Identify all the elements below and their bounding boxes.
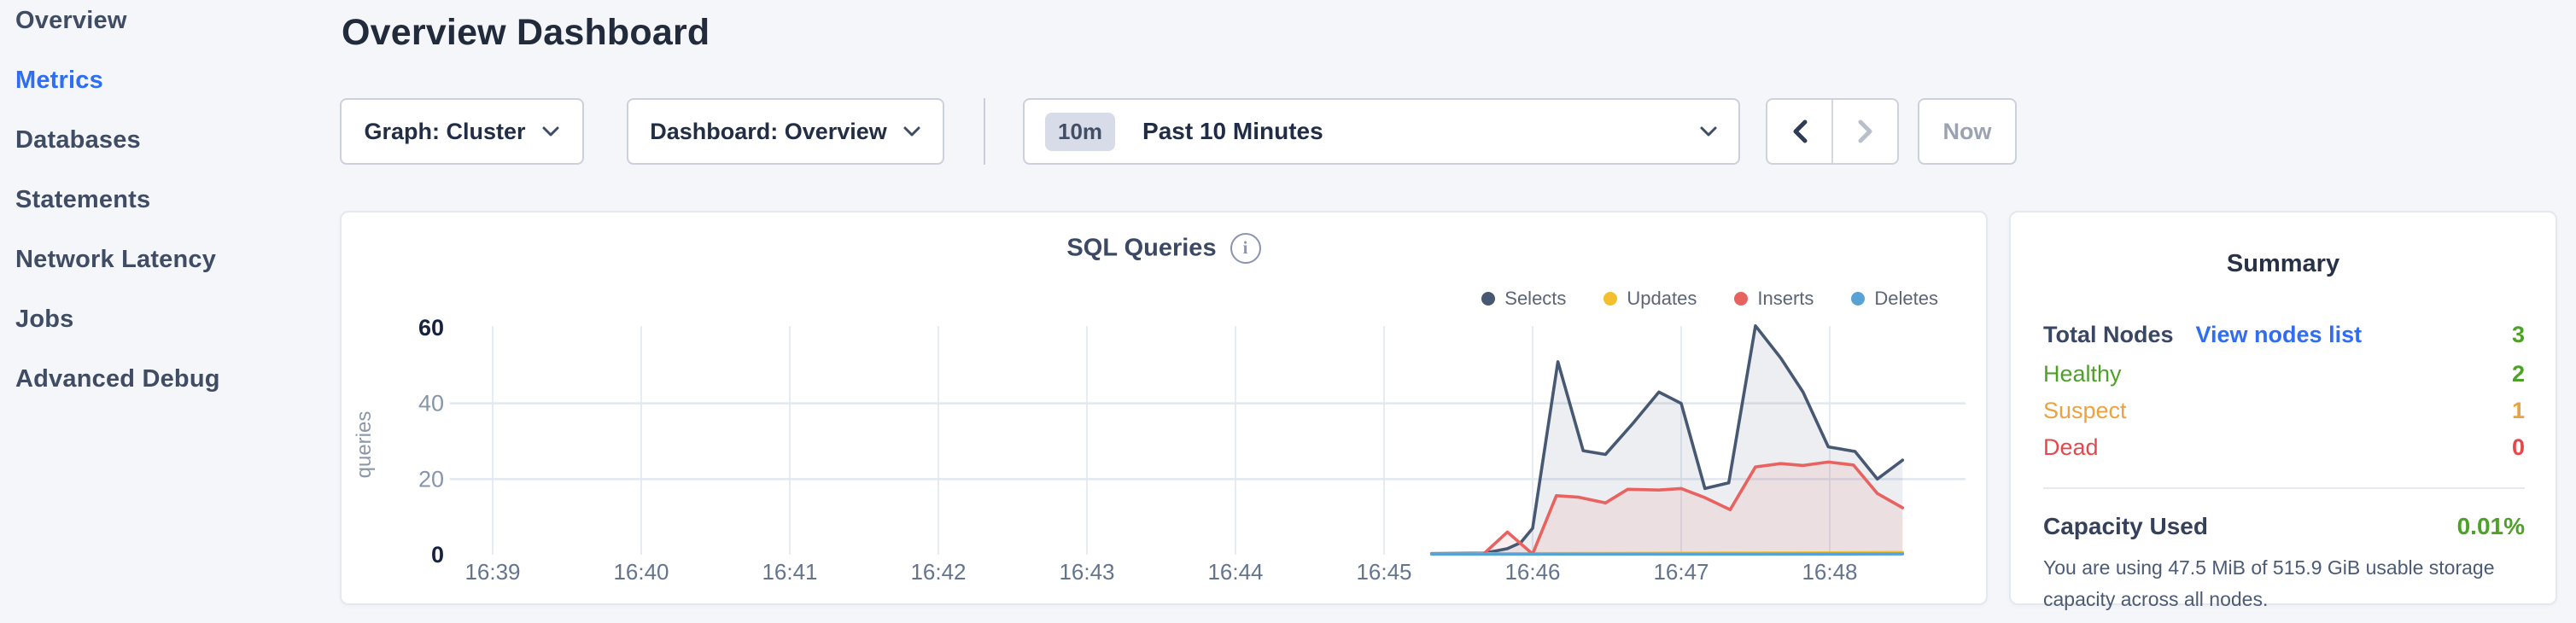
legend-dot [1603,292,1618,306]
svg-text:20: 20 [418,466,444,492]
svg-text:16:45: 16:45 [1356,559,1411,585]
now-button[interactable]: Now [1918,98,2017,165]
dead-nodes-row: Dead 0 [2043,434,2525,461]
sidebar-nav: Overview Metrics Databases Statements Ne… [15,7,220,425]
summary-card: Summary Total Nodes View nodes list 3 He… [2009,211,2557,610]
now-button-label: Now [1942,118,1992,144]
svg-text:16:39: 16:39 [464,559,520,585]
legend-label: Inserts [1757,288,1814,309]
chevron-down-icon [1700,126,1717,137]
summary-divider [2043,487,2525,489]
chevron-right-icon [1858,119,1872,143]
time-window-badge: 10m [1045,112,1116,151]
svg-text:16:46: 16:46 [1504,559,1560,585]
sidebar-item-advanced-debug[interactable]: Advanced Debug [15,365,220,393]
legend-item-selects[interactable]: Selects [1481,288,1566,310]
healthy-label: Healthy [2043,361,2122,387]
healthy-value: 2 [2511,361,2525,387]
suspect-label: Suspect [2043,398,2127,423]
svg-text:0: 0 [431,542,444,568]
view-nodes-list-link[interactable]: View nodes list [2195,322,2363,347]
sql-queries-chart[interactable]: 16:39 16:40 16:41 16:42 16:43 16:44 16:45 16:46… [342,213,1986,603]
healthy-nodes-row: Healthy 2 [2043,361,2525,387]
legend-label: Updates [1627,288,1697,309]
time-step-buttons [1766,98,1899,165]
sidebar-item-overview[interactable]: Overview [15,7,127,34]
summary-title: Summary [2226,250,2340,277]
svg-text:16:41: 16:41 [762,559,817,585]
chart-title: SQL Queries [1066,234,1217,262]
dead-label: Dead [2043,434,2099,460]
svg-text:16:48: 16:48 [1802,559,1857,585]
svg-text:16:47: 16:47 [1653,559,1709,585]
dashboard-dropdown[interactable]: Dashboard: Overview [627,98,944,165]
sidebar-item-jobs[interactable]: Jobs [15,306,74,333]
legend-dot [1481,292,1496,306]
dead-value: 0 [2511,434,2525,460]
dashboard-dropdown-label: Dashboard: Overview [650,118,887,144]
time-window-label: Past 10 Minutes [1142,118,1323,144]
legend-item-deletes[interactable]: Deletes [1851,288,1938,310]
legend-item-updates[interactable]: Updates [1603,288,1697,310]
time-step-back-button[interactable] [1767,100,1831,163]
chart-legend: Selects Updates Inserts Deletes [1444,288,1938,310]
sidebar: Overview Metrics Databases Statements Ne… [0,0,340,623]
legend-dot [1851,292,1866,306]
capacity-used-label: Capacity Used [2043,513,2208,539]
legend-label: Selects [1504,288,1567,309]
sidebar-item-metrics[interactable]: Metrics [15,67,103,94]
total-nodes-label: Total Nodes [2043,322,2174,347]
legend-label: Deletes [1874,288,1938,309]
toolbar-divider [984,98,985,165]
sql-queries-card: SQL Queries i Selects Updates Inserts Delete… [340,211,1988,605]
svg-text:16:40: 16:40 [613,559,669,585]
chevron-down-icon [903,126,920,137]
suspect-value: 1 [2511,398,2525,423]
svg-text:60: 60 [418,315,444,341]
capacity-description: You are using 47.5 MiB of 515.9 GiB usab… [2043,556,2495,610]
svg-text:40: 40 [418,391,444,416]
svg-text:16:42: 16:42 [910,559,966,585]
capacity-used-value: 0.01% [2456,513,2525,539]
chevron-down-icon [542,126,559,137]
sidebar-item-statements[interactable]: Statements [15,186,151,213]
legend-dot [1734,292,1749,306]
svg-text:queries: queries [353,411,376,479]
graph-scope-dropdown-label: Graph: Cluster [364,118,526,144]
legend-item-inserts[interactable]: Inserts [1734,288,1814,310]
time-step-forward-button[interactable] [1831,100,1897,163]
info-icon[interactable]: i [1230,233,1261,264]
sidebar-item-databases[interactable]: Databases [15,126,141,154]
sidebar-item-network-latency[interactable]: Network Latency [15,246,217,273]
svg-text:16:43: 16:43 [1059,559,1114,585]
time-window-selector[interactable]: 10m Past 10 Minutes [1023,98,1740,165]
total-nodes-row: Total Nodes View nodes list 3 [2043,322,2525,348]
chart-title-row: SQL Queries i [342,233,1986,264]
capacity-used-row: Capacity Used 0.01% [2043,513,2525,540]
graph-scope-dropdown[interactable]: Graph: Cluster [340,98,584,165]
suspect-nodes-row: Suspect 1 [2043,398,2525,424]
total-nodes-value: 3 [2511,322,2525,347]
page-title: Overview Dashboard [342,12,710,53]
chevron-left-icon [1793,119,1807,143]
svg-text:16:44: 16:44 [1207,559,1263,585]
